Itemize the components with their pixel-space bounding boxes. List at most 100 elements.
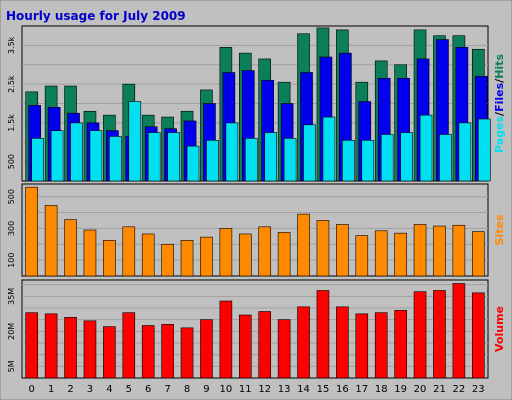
- y-tick-label: 100: [7, 252, 16, 267]
- sites-bar: [394, 232, 407, 277]
- x-tick-label: 12: [258, 384, 271, 395]
- pages-bar: [31, 138, 45, 182]
- side-label-pages: Pages: [493, 115, 506, 153]
- sites-bar: [355, 235, 369, 277]
- side-label: Pages/Files/Hits: [493, 54, 506, 153]
- pages-bar: [147, 132, 161, 182]
- sites-bar: [141, 233, 155, 277]
- sites-bar: [413, 224, 427, 277]
- sites-bar: [238, 233, 252, 277]
- volume-bar: [355, 313, 369, 379]
- sites-bar: [44, 205, 58, 277]
- pages-bar: [109, 136, 122, 182]
- pages-bar: [89, 130, 103, 182]
- x-tick-label: 7: [164, 384, 170, 395]
- x-tick-label: 16: [336, 384, 349, 395]
- volume-bar: [200, 319, 213, 379]
- y-tick-label: 3.5k: [7, 36, 16, 54]
- x-tick-label: 1: [48, 384, 54, 395]
- volume-bar: [238, 314, 252, 379]
- pages-bar: [167, 132, 180, 182]
- sites-bar: [103, 240, 116, 277]
- sites-bar: [277, 232, 291, 277]
- sites-bar: [433, 225, 446, 277]
- sites-bar: [180, 240, 194, 277]
- panel-frame: [21, 183, 489, 277]
- pages-bar: [303, 124, 316, 182]
- y-tick-label: 500: [7, 189, 16, 204]
- sites-bar: [122, 226, 136, 277]
- volume-bar: [141, 325, 155, 379]
- sites-bar: [374, 230, 388, 277]
- x-tick-label: 20: [414, 384, 427, 395]
- y-tick-label: 500: [7, 154, 16, 169]
- y-tick-label: 35M: [7, 288, 16, 305]
- volume-bar: [219, 300, 233, 379]
- pages-bar: [225, 122, 239, 182]
- x-tick-label: 11: [239, 384, 252, 395]
- x-tick-label: 0: [29, 384, 35, 395]
- side-label-separator: /: [493, 78, 506, 83]
- sites-bar: [200, 236, 213, 277]
- x-tick-label: 5: [126, 384, 132, 395]
- pages-bar: [477, 118, 491, 182]
- volume-bar: [471, 292, 485, 379]
- sites-bar: [161, 243, 174, 277]
- volume-bar: [277, 319, 291, 379]
- sites-panel: 500 300 100 Sites: [7, 183, 506, 277]
- side-label-files: Files: [493, 82, 506, 112]
- volume-bar: [103, 326, 116, 379]
- x-tick-label: 22: [453, 384, 466, 395]
- x-tick-label: 23: [472, 384, 485, 395]
- y-tick-label: 5M: [7, 360, 16, 372]
- x-tick-label: 10: [220, 384, 233, 395]
- side-label-hits: Hits: [493, 54, 506, 79]
- pages-bar: [400, 132, 413, 182]
- sites-bar: [471, 231, 485, 277]
- volume-bar: [297, 306, 310, 379]
- pages-bar: [458, 122, 472, 182]
- volume-bar: [122, 312, 136, 379]
- volume-bar: [64, 317, 77, 379]
- y-tick-label: 20M: [7, 323, 16, 340]
- pages-bar: [244, 138, 258, 182]
- pages-bar: [283, 138, 297, 182]
- pages-bar: [361, 140, 375, 182]
- x-axis-hours: 0 1 2 3 4 5 6 7 8 9 10 11 12 13 14 15 16 17 18 19 20 21 22 23: [29, 384, 485, 395]
- sites-bar: [452, 224, 466, 277]
- volume-bar: [316, 290, 330, 379]
- sites-bar: [316, 220, 330, 277]
- pages-bar: [70, 122, 83, 182]
- x-tick-label: 6: [145, 384, 151, 395]
- pages-bar: [128, 101, 142, 182]
- volume-bar: [180, 327, 194, 379]
- pages-bar: [419, 114, 433, 182]
- side-label-sites: Sites: [493, 214, 506, 245]
- volume-bar: [161, 324, 174, 379]
- y-tick-label: 1.5k: [7, 114, 16, 132]
- sites-bar: [25, 186, 39, 277]
- volume-bar: [258, 311, 272, 379]
- volume-bar: [25, 312, 39, 379]
- chart-title: Hourly usage for July 2009: [6, 9, 186, 23]
- sites-bar: [258, 226, 272, 277]
- pages-bar: [342, 140, 355, 182]
- volume-bar: [44, 313, 58, 379]
- volume-bar: [452, 283, 466, 379]
- x-tick-label: 19: [394, 384, 407, 395]
- x-tick-label: 9: [203, 384, 209, 395]
- y-tick-label: 2.5k: [7, 75, 16, 93]
- x-tick-label: 15: [317, 384, 330, 395]
- x-tick-label: 3: [87, 384, 93, 395]
- sites-bar: [64, 219, 77, 277]
- volume-bar: [433, 290, 446, 379]
- volume-bar: [336, 306, 349, 379]
- side-label-separator: /: [493, 111, 506, 116]
- x-tick-label: 18: [375, 384, 388, 395]
- pages-bar: [206, 140, 219, 182]
- pages-bar: [380, 134, 394, 182]
- x-tick-label: 13: [278, 384, 291, 395]
- x-tick-label: 4: [106, 384, 112, 395]
